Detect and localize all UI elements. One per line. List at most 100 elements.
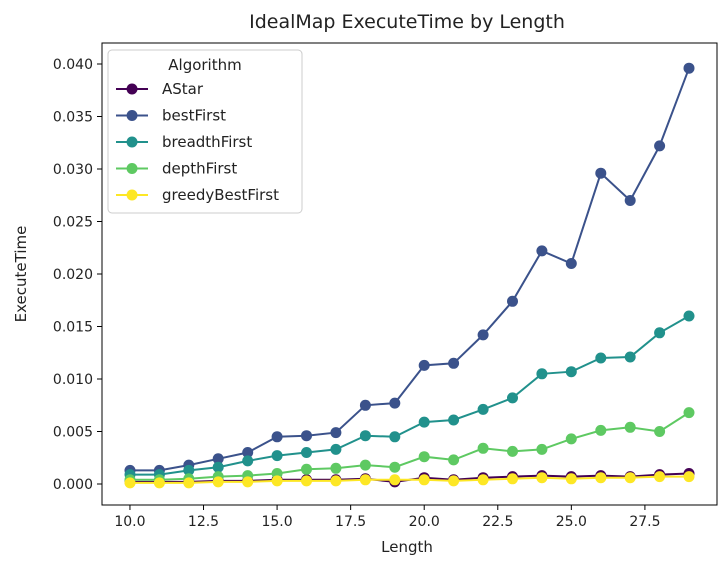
x-axis-label: Length	[381, 538, 433, 556]
data-point	[330, 427, 342, 439]
data-point	[507, 392, 518, 404]
data-point	[565, 433, 577, 445]
data-point	[477, 329, 489, 341]
series-line	[130, 315, 690, 476]
data-point	[624, 195, 636, 206]
y-tick-label: 0.015	[53, 320, 93, 336]
x-tick-label: 10.0	[114, 514, 145, 530]
data-point	[389, 461, 401, 473]
data-point	[595, 167, 607, 179]
data-point	[448, 475, 460, 487]
data-point	[212, 476, 224, 488]
data-point	[654, 471, 666, 483]
data-point	[683, 310, 695, 322]
data-point	[477, 442, 489, 454]
data-point	[271, 450, 283, 462]
data-point	[418, 474, 430, 486]
series-depthFirst	[124, 407, 695, 486]
data-point	[359, 430, 371, 442]
data-point	[448, 357, 460, 369]
legend-item-AStar: AStar	[116, 80, 204, 98]
y-axis-label: ExecuteTime	[12, 226, 30, 323]
data-point	[507, 473, 518, 485]
data-point	[183, 477, 195, 489]
legend-item-breadthFirst: breadthFirst	[116, 133, 252, 151]
series-greedyBestFirst	[124, 471, 695, 489]
data-point	[448, 454, 460, 466]
data-point	[389, 431, 401, 443]
series-breadthFirst	[124, 310, 695, 481]
data-point	[477, 403, 489, 415]
data-point	[683, 471, 695, 483]
data-point	[565, 366, 577, 378]
legend: Algorithm AStar bestFirst breadthFirst depth…	[107, 49, 303, 214]
data-point	[124, 477, 136, 489]
y-tick-label: 0.025	[53, 215, 93, 231]
data-point	[683, 407, 695, 419]
data-point	[359, 474, 371, 486]
data-point	[418, 359, 430, 371]
data-point	[595, 352, 607, 364]
x-tick-label: 17.5	[335, 514, 366, 530]
data-point	[418, 416, 430, 428]
data-point	[359, 459, 371, 471]
data-point	[330, 443, 342, 455]
data-point	[654, 327, 666, 339]
legend-label: bestFirst	[162, 107, 226, 125]
data-point	[271, 475, 283, 487]
data-point	[683, 62, 695, 74]
data-point	[359, 399, 371, 411]
legend-label: greedyBestFirst	[162, 186, 279, 204]
data-point	[242, 455, 254, 467]
data-point	[654, 426, 666, 437]
y-tick-label: 0.030	[53, 162, 93, 178]
data-point	[477, 474, 489, 486]
data-point	[654, 140, 666, 152]
data-point	[565, 473, 577, 485]
legend-label: depthFirst	[162, 160, 237, 178]
data-point	[595, 472, 607, 484]
legend-marker	[126, 83, 138, 95]
data-point	[271, 431, 283, 443]
data-point	[595, 424, 607, 436]
data-point	[330, 475, 342, 487]
legend-title: Algorithm	[168, 56, 241, 74]
data-point	[242, 447, 254, 458]
y-tick-label: 0.020	[53, 267, 93, 283]
y-tick-label: 0.005	[53, 425, 93, 441]
data-point	[301, 447, 312, 458]
legend-marker	[126, 163, 138, 174]
x-tick-label: 22.5	[482, 514, 513, 530]
data-point	[536, 368, 548, 380]
data-point	[153, 477, 165, 489]
data-point	[183, 464, 195, 476]
legend-item-greedyBestFirst: greedyBestFirst	[116, 186, 279, 204]
chart-title: IdealMap ExecuteTime by Length	[249, 11, 565, 33]
axes: 10.0 12.5 15.0 17.5 20.0 22.5 25.0 27.5 0.000 0.0…	[53, 42, 718, 530]
data-point	[536, 472, 548, 484]
data-point	[565, 258, 577, 269]
data-point	[389, 397, 401, 409]
legend-marker	[126, 110, 138, 121]
x-tick-label: 25.0	[556, 514, 587, 530]
data-point	[301, 430, 312, 442]
y-tick-label: 0.010	[53, 372, 93, 388]
data-point	[624, 472, 636, 484]
data-point	[536, 245, 548, 257]
x-tick-label: 27.5	[629, 514, 660, 530]
data-point	[242, 476, 254, 488]
x-tick-label: 12.5	[188, 514, 219, 530]
data-point	[389, 474, 401, 486]
legend-marker	[126, 189, 138, 201]
x-tick-label: 20.0	[409, 514, 440, 530]
legend-marker	[126, 136, 138, 148]
legend-item-bestFirst: bestFirst	[116, 107, 226, 125]
legend-label: AStar	[162, 80, 204, 98]
data-point	[624, 351, 636, 363]
legend-box	[107, 49, 303, 214]
legend-label: breadthFirst	[162, 133, 252, 151]
y-tick-label: 0.040	[53, 57, 93, 73]
data-point	[301, 475, 312, 487]
